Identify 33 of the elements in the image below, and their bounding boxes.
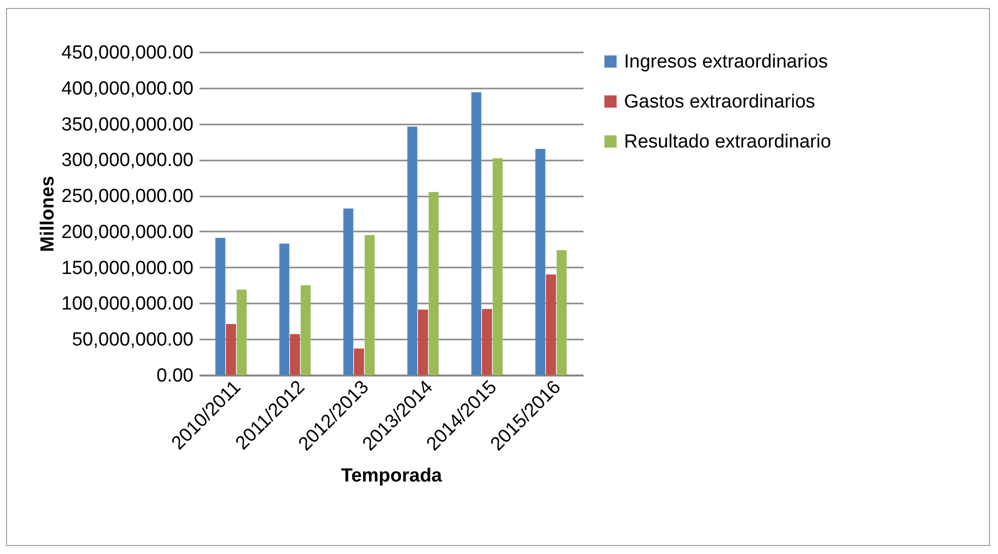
y-tick-label: 450,000,000.00 — [61, 42, 194, 64]
bar — [279, 244, 290, 375]
bar — [535, 148, 546, 375]
y-tick-label: 100,000,000.00 — [61, 294, 194, 315]
legend-label: Ingresos extraordinarios — [624, 52, 828, 72]
y-axis-title: Millones — [37, 176, 58, 252]
y-tick-label: 300,000,000.00 — [61, 150, 194, 172]
y-tick-label: 200,000,000.00 — [61, 222, 194, 243]
bar — [546, 274, 556, 375]
y-tick-label: 400,000,000.00 — [61, 78, 194, 100]
bar — [343, 208, 354, 375]
bar — [300, 285, 311, 375]
bar — [226, 324, 236, 375]
bar — [290, 334, 300, 375]
y-tick-label: 0.00 — [156, 366, 194, 386]
bar — [354, 348, 364, 375]
legend-label: Resultado extraordinario — [624, 132, 832, 152]
bar — [471, 92, 482, 375]
bar — [215, 238, 226, 375]
bar — [407, 126, 418, 375]
y-tick-label: 350,000,000.00 — [61, 114, 194, 136]
bar — [428, 192, 439, 375]
bar — [482, 308, 492, 375]
y-tick-label: 250,000,000.00 — [61, 186, 194, 208]
legend-label: Gastos extraordinarios — [624, 92, 816, 112]
bar — [236, 290, 247, 375]
x-axis-title: Temporada — [340, 465, 442, 486]
y-tick-label: 50,000,000.00 — [72, 330, 194, 351]
bar — [364, 235, 375, 375]
bar — [492, 158, 503, 375]
y-tick-label: 150,000,000.00 — [61, 258, 194, 279]
bar — [556, 250, 567, 375]
bar — [418, 310, 428, 375]
